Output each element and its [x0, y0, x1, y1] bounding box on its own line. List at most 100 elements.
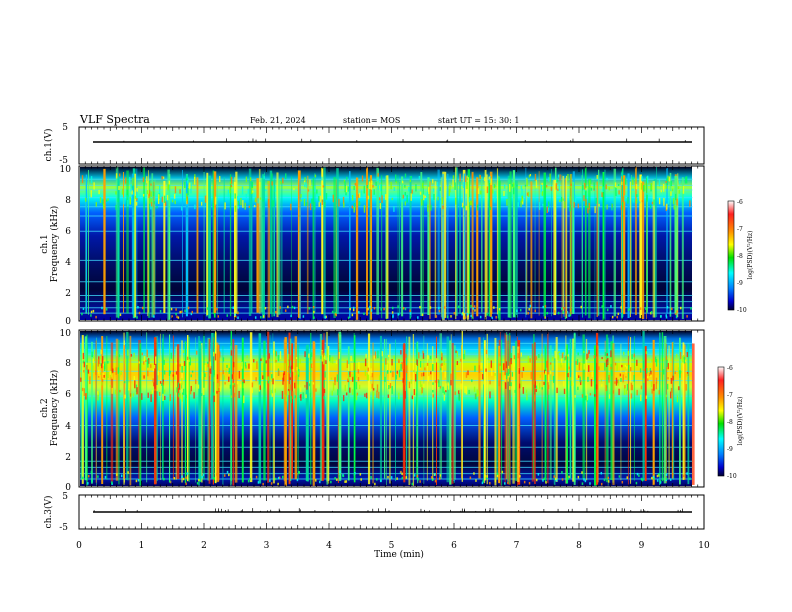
speckle — [520, 352, 523, 357]
speckle — [158, 391, 161, 396]
speckle — [329, 355, 331, 362]
speckle — [685, 176, 688, 184]
speckle — [655, 359, 658, 367]
speckle — [463, 205, 465, 209]
speckle — [562, 352, 564, 355]
speckle — [314, 185, 316, 193]
low-band-speckle — [600, 482, 603, 486]
speckle — [171, 199, 174, 203]
speckle — [230, 184, 233, 188]
speckle — [433, 193, 435, 200]
low-band-speckle — [262, 315, 265, 318]
speckle — [426, 191, 429, 195]
burst-line — [669, 172, 672, 317]
speckle — [675, 354, 678, 358]
speckle — [159, 381, 162, 384]
speckle — [544, 371, 547, 375]
speckle — [452, 179, 454, 187]
ch1-spectrogram-lines — [80, 167, 693, 320]
speckle — [371, 373, 374, 378]
speckle — [650, 183, 653, 191]
speckle — [131, 185, 133, 189]
burst-line — [467, 177, 470, 320]
low-band-speckle — [159, 310, 162, 313]
burst-line — [201, 343, 203, 483]
burst-line — [459, 181, 461, 314]
speckle — [278, 370, 280, 376]
ch2-ytick-4: 4 — [65, 422, 71, 432]
speckle — [130, 354, 133, 357]
speckle — [498, 176, 501, 183]
burst-line — [633, 336, 635, 481]
speckle — [121, 188, 124, 195]
speckle — [244, 202, 246, 210]
speckle — [175, 371, 178, 375]
speckle — [463, 349, 466, 358]
speckle — [419, 380, 422, 387]
low-band-speckle — [168, 480, 171, 483]
low-band-speckle — [325, 315, 327, 319]
speckle — [569, 185, 571, 189]
burst-line — [483, 337, 485, 483]
speckle — [572, 382, 574, 386]
ch3-voltage-ylabel: ch.3(V) — [43, 496, 54, 529]
speckle — [657, 359, 659, 363]
speckle — [351, 376, 354, 382]
speckle — [367, 195, 370, 200]
ch1-ytick-8: 8 — [65, 196, 71, 206]
ch1-cb-tick-m10: -10 — [737, 307, 747, 314]
speckle — [665, 394, 668, 398]
low-band-speckle — [534, 309, 537, 313]
speckle — [92, 358, 94, 364]
low-band-speckle — [338, 475, 341, 478]
speckle — [499, 366, 501, 374]
speckle — [161, 382, 163, 386]
speckle — [509, 361, 511, 369]
speckle — [465, 188, 468, 194]
burst-line — [163, 180, 166, 313]
speckle — [526, 192, 529, 196]
speckle — [454, 369, 456, 374]
speckle — [280, 181, 282, 185]
burst-line — [196, 177, 199, 314]
low-band-speckle — [402, 306, 405, 310]
speckle — [252, 190, 254, 193]
burst-line — [497, 175, 499, 319]
speckle — [469, 200, 472, 206]
speckle — [442, 205, 444, 210]
burst-line — [256, 178, 259, 313]
speckle — [259, 181, 261, 187]
speckle — [132, 393, 135, 397]
speckle — [457, 390, 460, 394]
speckle — [129, 177, 131, 184]
low-band-speckle — [409, 316, 412, 320]
low-band-speckle — [651, 476, 653, 480]
speckle — [305, 183, 308, 188]
burst-line — [312, 178, 314, 320]
speckle — [569, 204, 571, 212]
speckle — [243, 379, 245, 384]
speckle — [395, 181, 398, 184]
speckle — [289, 384, 291, 391]
burst-line — [187, 335, 189, 482]
speckle — [535, 385, 538, 389]
burst-line — [512, 170, 516, 318]
speckle — [623, 388, 626, 395]
speckle — [420, 384, 423, 389]
low-band-speckle — [563, 306, 565, 310]
speckle — [427, 355, 429, 360]
speckle — [464, 176, 467, 183]
low-band-speckle — [312, 306, 315, 309]
speckle — [576, 359, 579, 365]
speckle — [146, 190, 149, 195]
ch3-ytick-top: 5 — [62, 492, 68, 502]
speckle — [376, 390, 378, 398]
speckle — [292, 368, 294, 372]
speckle — [110, 371, 112, 378]
low-band-speckle — [376, 478, 378, 481]
speckle — [152, 368, 155, 372]
low-band-speckle — [661, 477, 664, 481]
burst-line — [199, 345, 202, 481]
speckle — [81, 387, 84, 392]
burst-line — [627, 173, 630, 319]
